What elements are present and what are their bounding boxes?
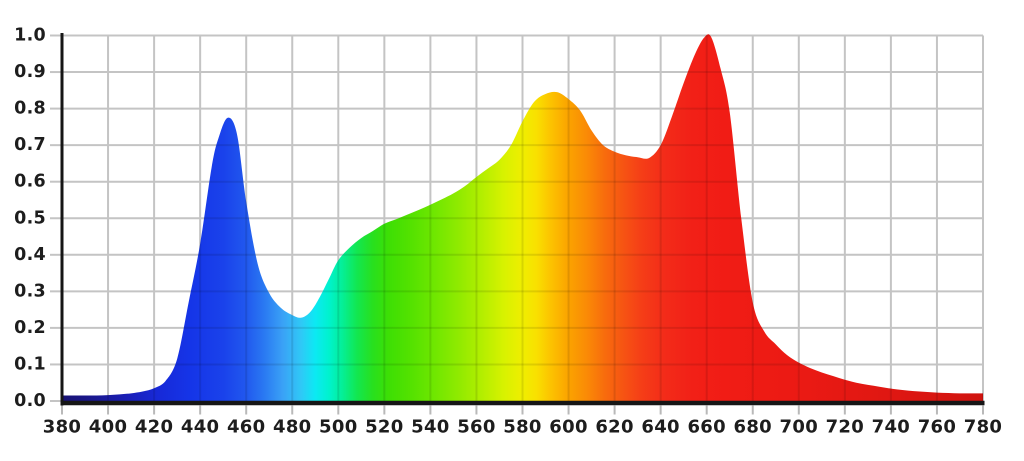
x-tick-label: 680	[734, 417, 772, 438]
y-tick-labels: 1.0 0.9 0.8 0.7 0.6 0.5 0.4 0.3 0.2 0.1 0.0	[14, 26, 46, 412]
x-tick-label: 560	[457, 417, 495, 438]
x-tick-label: 380	[43, 417, 81, 438]
y-tick-label: 1.0	[14, 26, 46, 46]
y-tick-label: 0.9	[14, 62, 46, 82]
y-tick-label: 0.5	[14, 208, 46, 228]
x-tick-label: 480	[273, 417, 311, 438]
y-tick-label: 0.7	[14, 135, 46, 155]
y-tick-label: 0.8	[14, 99, 46, 119]
x-tick-label: 640	[641, 417, 679, 438]
x-tick-label: 460	[227, 417, 265, 438]
x-tick-label: 540	[411, 417, 449, 438]
x-tick-label: 660	[687, 417, 725, 438]
spectrum-area	[62, 34, 983, 402]
x-tick-label: 620	[595, 417, 633, 438]
x-tick-label: 500	[319, 417, 357, 438]
x-tick-label: 420	[135, 417, 173, 438]
y-tick-label: 0.6	[14, 172, 46, 192]
x-tick-label: 740	[872, 417, 910, 438]
y-tick-label: 0.3	[14, 281, 46, 301]
x-tick-label: 580	[503, 417, 541, 438]
x-tick-label: 400	[89, 417, 127, 438]
x-tick-label: 440	[181, 417, 219, 438]
x-tick-label: 600	[549, 417, 587, 438]
x-tick-label: 520	[365, 417, 403, 438]
x-tick-label: 720	[826, 417, 864, 438]
tick-marks	[50, 34, 984, 415]
y-tick-label: 0.4	[14, 245, 46, 265]
x-tick-label: 760	[918, 417, 956, 438]
y-tick-label: 0.1	[14, 354, 46, 374]
x-tick-label: 780	[964, 417, 1002, 438]
y-tick-label: 0.0	[14, 391, 46, 411]
x-tick-label: 700	[780, 417, 818, 438]
y-tick-label: 0.2	[14, 318, 46, 338]
x-tick-labels: 380 400 420 440 460 480 500 520 540 560 580 600 620 6…	[43, 417, 1002, 438]
